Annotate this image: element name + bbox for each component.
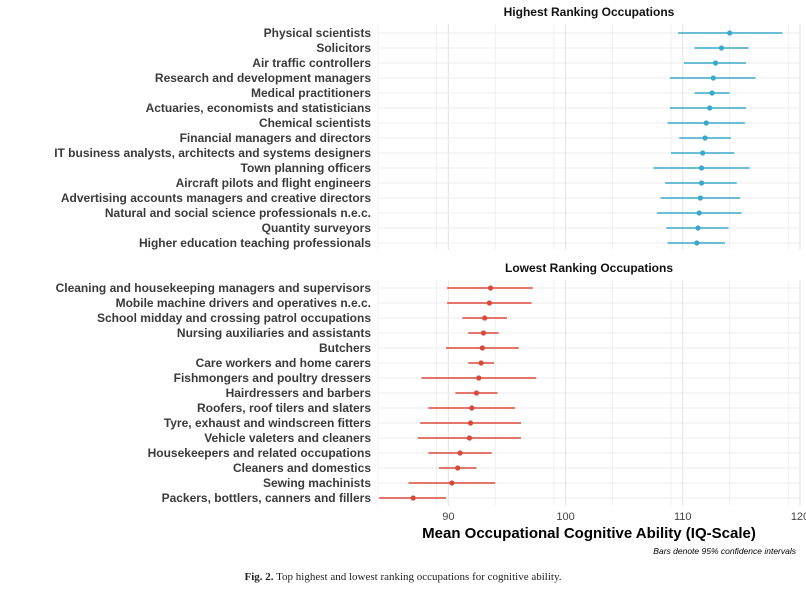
occupation-label: Financial managers and directors — [180, 131, 372, 145]
confidence-note: Bars denote 95% confidence intervals — [653, 546, 796, 556]
mean-point — [703, 120, 709, 126]
mean-point — [486, 300, 492, 306]
occupation-label: Higher education teaching professionals — [139, 236, 371, 250]
occupation-label: Aircraft pilots and flight engineers — [176, 176, 372, 190]
mean-point — [702, 135, 708, 141]
mean-point — [487, 285, 494, 291]
panel-background — [378, 24, 800, 250]
mean-point — [468, 420, 474, 426]
mean-point — [698, 165, 705, 171]
occupation-label: Vehicle valeters and cleaners — [204, 431, 371, 445]
occupation-label: Nursing auxiliaries and assistants — [177, 326, 371, 340]
mean-point — [482, 315, 488, 321]
occupation-label: IT business analysts, architects and sys… — [54, 146, 371, 160]
x-axis-label: Mean Occupational Cognitive Ability (IQ-… — [422, 525, 756, 542]
occupation-label: Cleaners and domestics — [233, 461, 371, 475]
cognitive-ability-figure: Highest Ranking Occupations Physical scie… — [54, 5, 806, 556]
occupation-label: Medical practitioners — [251, 86, 371, 100]
mean-point — [710, 75, 716, 81]
mean-point — [449, 480, 455, 486]
mean-point — [700, 150, 706, 156]
occupation-label: Roofers, roof tilers and slaters — [197, 401, 371, 415]
panel-lowest: Lowest Ranking Occupations Cleaning and h… — [56, 261, 801, 506]
occupation-label: Solicitors — [316, 41, 371, 55]
mean-point — [718, 45, 725, 51]
caption-text: Top highest and lowest ranking occupatio… — [276, 571, 562, 583]
occupation-label: Research and development managers — [155, 71, 371, 85]
panel-title: Lowest Ranking Occupations — [505, 261, 673, 275]
occupation-label: Tyre, exhaust and windscreen fitters — [164, 416, 372, 430]
x-tick-label: 90 — [442, 511, 454, 523]
mean-point — [480, 330, 487, 336]
panel-highest: Highest Ranking Occupations Physical scie… — [54, 5, 801, 250]
mean-point — [697, 195, 703, 201]
mean-point — [457, 450, 463, 456]
occupation-label: Chemical scientists — [259, 116, 371, 130]
mean-point — [455, 465, 461, 471]
occupation-label: Fishmongers and poultry dressers — [174, 371, 372, 385]
mean-point — [698, 180, 705, 186]
occupation-label: Actuaries, economists and statisticians — [146, 101, 372, 115]
figure-caption: Fig. 2. Top highest and lowest ranking o… — [0, 571, 806, 583]
mean-point — [707, 105, 713, 111]
panel-title: Highest Ranking Occupations — [504, 5, 675, 19]
occupation-label: Sewing machinists — [263, 476, 371, 490]
occupation-label: Butchers — [319, 341, 371, 355]
mean-point — [478, 360, 484, 366]
mean-point — [479, 345, 485, 351]
occupation-label: Housekeepers and related occupations — [148, 446, 372, 460]
occupation-label: Physical scientists — [264, 26, 372, 40]
occupation-label: Cleaning and housekeeping managers and s… — [56, 281, 372, 295]
mean-point — [410, 495, 416, 501]
caption-label: Fig. 2. — [244, 571, 274, 583]
occupation-label: Packers, bottlers, canners and fillers — [162, 491, 372, 505]
occupation-label: Natural and social science professionals… — [105, 206, 371, 220]
occupation-label: School midday and crossing patrol occupa… — [97, 311, 371, 325]
occupation-label: Air traffic controllers — [252, 56, 371, 70]
occupation-label: Hairdressers and barbers — [226, 386, 372, 400]
mean-point — [695, 225, 701, 231]
occupation-label: Town planning officers — [241, 161, 372, 175]
mean-point — [709, 90, 715, 96]
mean-point — [476, 375, 482, 381]
x-tick-label: 100 — [556, 511, 574, 523]
mean-point — [727, 30, 733, 36]
occupation-label: Mobile machine drivers and operatives n.… — [116, 296, 371, 310]
occupation-label: Care workers and home carers — [196, 356, 372, 370]
mean-point — [473, 390, 480, 396]
mean-point — [466, 435, 473, 441]
x-tick-label: 120 — [791, 511, 806, 523]
mean-point — [713, 60, 719, 66]
mean-point — [469, 405, 475, 411]
mean-point — [694, 240, 700, 246]
mean-point — [696, 210, 702, 216]
chart-panels: Highest Ranking Occupations Physical scie… — [54, 5, 806, 523]
x-tick-label: 110 — [674, 511, 692, 523]
occupation-label: Advertising accounts managers and creati… — [61, 191, 371, 205]
occupation-label: Quantity surveyors — [262, 221, 372, 235]
